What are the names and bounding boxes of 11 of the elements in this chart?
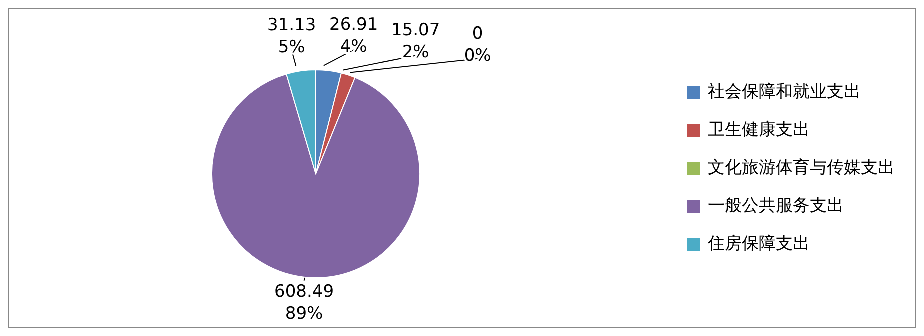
legend-label: 住房保障支出 xyxy=(708,233,810,256)
pie-slice xyxy=(212,74,420,278)
data-label: 31.13 5% xyxy=(268,15,316,58)
data-label: 26.91 4% xyxy=(330,15,378,58)
legend-label: 文化旅游体育与传媒支出 xyxy=(708,157,895,180)
data-label: 15.07 2% xyxy=(392,20,440,63)
text: 0 0% xyxy=(464,24,492,66)
legend-label: 社会保障和就业支出 xyxy=(708,81,861,104)
legend-label: 一般公共服务支出 xyxy=(708,195,844,218)
data-label: 608.49 89% xyxy=(274,282,334,324)
legend-label: 卫生健康支出 xyxy=(708,119,810,142)
